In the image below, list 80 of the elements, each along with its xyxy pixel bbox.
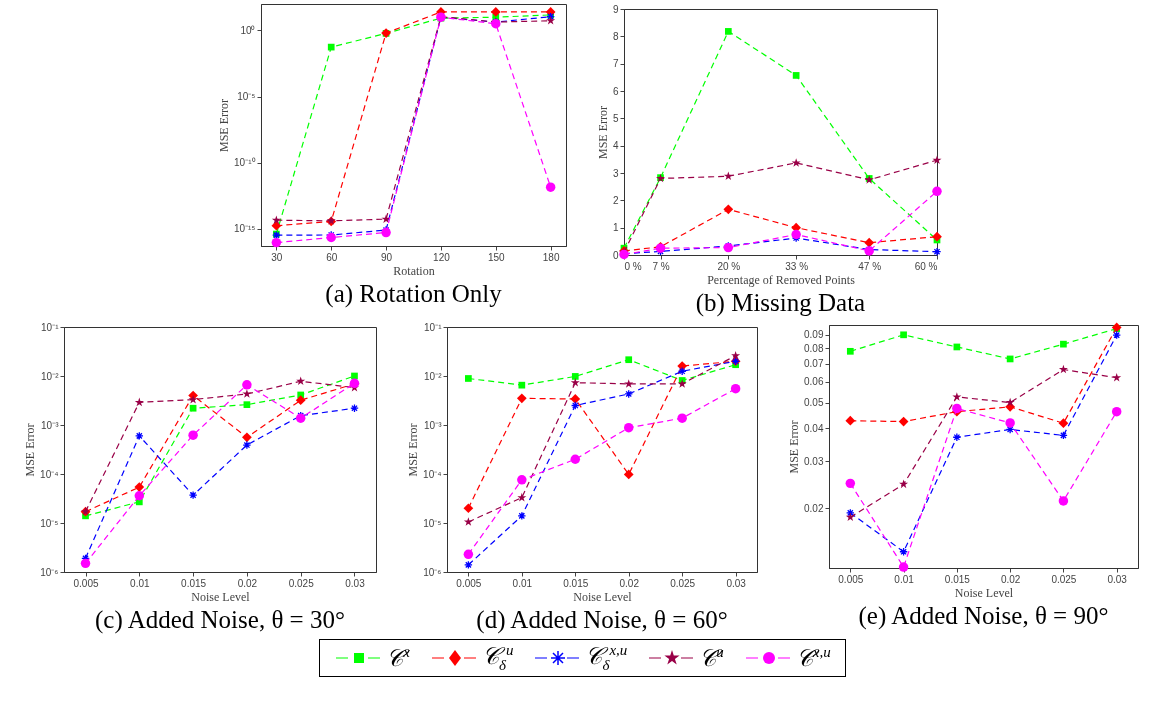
x-tick-label: 0.03 xyxy=(345,577,366,589)
y-tick-label: 0.04 xyxy=(804,422,824,434)
legend-label: 𝒞$^{x,u}$ xyxy=(795,643,831,672)
y-tick-label: 0 xyxy=(612,249,619,261)
y-axis-title: MSE Error xyxy=(595,106,610,159)
y-axis-title: MSE Error xyxy=(406,423,421,477)
y-tick-label: 6 xyxy=(612,85,619,97)
text: (e) Added Noise, θ = 90° xyxy=(858,602,1109,630)
x-tick-label: 60 xyxy=(326,251,338,263)
y-tick-label: 8 xyxy=(612,30,619,42)
y-tick-label: 0.03 xyxy=(804,455,824,467)
x-tick-label: 0.025 xyxy=(1051,573,1077,585)
y-tick-label: 1 xyxy=(612,222,619,234)
x-axis-title: Noise Level xyxy=(954,585,1014,600)
y-tick-label: 2 xyxy=(612,194,619,206)
x-tick-label: 150 xyxy=(487,251,506,263)
y-tick-label: 5 xyxy=(612,112,619,124)
y-tick-label: 0.02 xyxy=(804,502,824,514)
y-axis-title: MSE Error xyxy=(787,420,802,474)
x-tick-label: 20 % xyxy=(717,260,741,272)
y-tick-label: 9 xyxy=(612,3,619,15)
legend-label: 𝒞$^{x}$ xyxy=(386,643,410,672)
y-tick-label: 0.07 xyxy=(804,358,824,370)
x-tick-label: 47 % xyxy=(858,260,882,272)
x-tick-label: 0.005 xyxy=(456,577,482,589)
x-axis-title: Rotation xyxy=(393,263,435,278)
text: (a) Rotation Only xyxy=(325,280,503,308)
y-tick-label: 10⁻⁴ xyxy=(40,468,59,480)
x-tick-label: 0.005 xyxy=(838,573,864,585)
text: (b) Missing Data xyxy=(695,289,866,317)
y-tick-label: 4 xyxy=(612,140,619,152)
x-tick-label: 0.03 xyxy=(726,577,747,589)
y-tick-label: 10⁻² xyxy=(41,370,60,382)
y-tick-label: 10⁻⁵ xyxy=(40,517,59,529)
y-tick-label: 10⁻³ xyxy=(41,419,60,431)
x-tick-label: 0.01 xyxy=(512,577,533,589)
x-tick-label: 0.01 xyxy=(130,577,150,589)
x-tick-label: 0.02 xyxy=(1000,573,1021,585)
y-tick-label: 10⁻¹ xyxy=(41,321,60,333)
x-tick-label: 7 % xyxy=(652,260,670,272)
y-tick-label: 10⁻⁵ xyxy=(423,517,442,529)
x-tick-label: 0.015 xyxy=(563,577,589,589)
x-axis-title: Percentage of Removed Points xyxy=(707,272,856,287)
y-tick-label: 10⁻² xyxy=(424,370,443,382)
x-tick-label: 30 xyxy=(271,251,283,263)
text: (d) Added Noise, θ = 60° xyxy=(476,606,728,634)
x-tick-label: 0.015 xyxy=(181,577,207,589)
y-tick-label: 10⁻⁶ xyxy=(40,566,59,578)
y-axis-title: MSE Error xyxy=(23,423,38,477)
legend-label: 𝒞$^{u}$ xyxy=(699,643,724,672)
y-tick-label: 10⁻⁵ xyxy=(237,91,256,103)
x-tick-label: 0.03 xyxy=(1107,573,1128,585)
y-tick-label: 0.06 xyxy=(804,376,824,388)
y-tick-label: 0.08 xyxy=(804,342,824,354)
y-tick-label: 10⁻¹⁵ xyxy=(233,223,256,235)
y-tick-label: 10⁰ xyxy=(240,24,256,36)
x-axis-title: Noise Level xyxy=(191,589,251,604)
y-tick-label: 10⁻⁴ xyxy=(423,468,442,480)
x-tick-label: 120 xyxy=(433,251,451,263)
y-axis-title: MSE Error xyxy=(216,99,231,152)
y-tick-label: 10⁻¹ xyxy=(424,321,443,333)
y-tick-label: 0.09 xyxy=(804,329,824,341)
y-tick-label: 3 xyxy=(612,167,619,179)
x-tick-label: 0.025 xyxy=(288,577,315,589)
y-tick-label: 7 xyxy=(612,58,619,70)
x-tick-label: 0.005 xyxy=(73,577,99,589)
y-tick-label: 10⁻³ xyxy=(424,419,443,431)
x-tick-label: 60 % xyxy=(914,260,938,272)
text: (c) Added Noise, θ = 30° xyxy=(95,606,345,634)
x-tick-label: 33 % xyxy=(785,260,809,272)
x-axis-title: Noise Level xyxy=(573,589,633,604)
y-tick-label: 0.05 xyxy=(804,397,824,409)
y-tick-label: 10⁻¹⁰ xyxy=(234,157,256,169)
x-tick-label: 180 xyxy=(542,251,560,263)
x-tick-label: 0 % xyxy=(624,260,642,272)
y-tick-label: 10⁻⁶ xyxy=(423,566,442,578)
x-tick-label: 0.01 xyxy=(894,573,915,585)
x-tick-label: 90 xyxy=(381,251,393,263)
x-tick-label: 0.025 xyxy=(670,577,696,589)
x-tick-label: 0.015 xyxy=(944,573,971,585)
